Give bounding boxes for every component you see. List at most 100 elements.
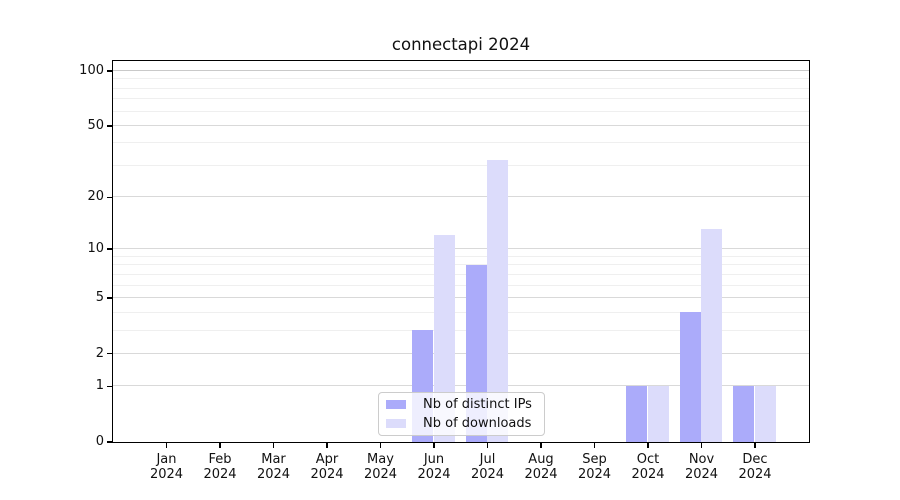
y-axis-tick <box>107 70 112 72</box>
x-axis-tick-label: Feb 2024 <box>188 452 252 482</box>
bar-downloads <box>487 160 509 442</box>
x-axis-tick-label: Jul 2024 <box>456 452 520 482</box>
legend-label: Nb of downloads <box>423 415 532 431</box>
gridline-minor <box>112 264 809 266</box>
y-axis-tick-label: 20 <box>87 189 104 205</box>
legend-label: Nb of distinct IPs <box>423 396 532 412</box>
x-tick-month: Aug <box>528 452 554 467</box>
x-tick-year: 2024 <box>149 467 184 482</box>
x-axis-tick <box>486 443 489 448</box>
y-axis-tick <box>107 125 112 127</box>
x-axis-tick <box>433 443 435 448</box>
x-tick-year: 2024 <box>310 467 344 482</box>
y-axis-tick <box>107 385 112 388</box>
x-tick-year: 2024 <box>738 467 772 482</box>
bar-distinct-ips <box>733 385 755 442</box>
y-axis-tick-label: 2 <box>95 345 104 361</box>
gridline-major <box>112 248 809 250</box>
gridline-major <box>112 352 809 354</box>
x-axis-tick <box>700 443 703 448</box>
x-axis-tick <box>593 443 596 448</box>
bar-downloads <box>701 229 723 442</box>
y-axis-tick-label: 5 <box>95 289 104 305</box>
x-axis-tick <box>219 443 221 448</box>
x-tick-year: 2024 <box>577 467 612 482</box>
x-tick-year: 2024 <box>684 467 719 482</box>
bar-downloads <box>433 235 455 442</box>
x-tick-month: Jan <box>156 452 177 467</box>
bar-downloads <box>647 385 669 442</box>
bar-distinct-ips <box>626 385 648 442</box>
plot-area <box>111 59 810 443</box>
gridline-minor <box>112 311 809 313</box>
bar-downloads <box>754 385 776 442</box>
legend-swatch <box>386 400 406 409</box>
gridline-minor <box>112 78 809 80</box>
gridline-minor <box>112 142 809 144</box>
gridline-major <box>112 124 809 126</box>
gridline-major <box>112 296 809 298</box>
x-axis-tick-label: Jan 2024 <box>135 452 199 482</box>
x-tick-month: Jun <box>423 452 445 467</box>
x-axis-tick <box>540 443 542 448</box>
x-tick-year: 2024 <box>203 467 237 482</box>
x-tick-year: 2024 <box>470 467 505 482</box>
y-axis-tick-label: 10 <box>87 241 104 257</box>
gridline-minor <box>112 284 809 286</box>
x-axis-tick <box>326 443 328 448</box>
x-axis-tick <box>379 443 382 448</box>
x-tick-month: Apr <box>315 452 339 467</box>
x-tick-year: 2024 <box>363 467 398 482</box>
x-tick-month: Feb <box>208 452 232 467</box>
chart-title: connectapi 2024 <box>391 35 531 54</box>
x-tick-month: May <box>367 452 394 467</box>
legend-entry: Nb of distinct IPs <box>386 397 538 413</box>
x-tick-year: 2024 <box>631 467 665 482</box>
x-axis-tick-label: Nov 2024 <box>670 452 734 482</box>
x-axis-tick-label: Dec 2024 <box>723 452 787 482</box>
y-axis-tick-label: 0 <box>95 434 104 449</box>
x-axis-tick-label: Apr 2024 <box>295 452 359 482</box>
gridline-minor <box>112 329 809 331</box>
bar-distinct-ips <box>679 312 701 442</box>
x-axis-tick-label: Oct 2024 <box>616 452 680 482</box>
legend: Nb of distinct IPs Nb of downloads <box>378 392 545 436</box>
y-axis-tick-label: 1 <box>95 378 104 394</box>
x-tick-year: 2024 <box>524 467 558 482</box>
gridline-major <box>112 70 809 71</box>
x-axis-tick-label: Jun 2024 <box>402 452 466 482</box>
x-tick-year: 2024 <box>417 467 451 482</box>
gridline-minor <box>112 255 809 257</box>
x-axis-tick <box>165 443 168 448</box>
x-tick-month: Sep <box>582 452 607 467</box>
legend-swatch <box>386 419 406 428</box>
x-axis-tick-label: Sep 2024 <box>563 452 627 482</box>
y-axis-tick <box>107 297 112 299</box>
x-tick-month: Nov <box>688 452 715 467</box>
gridline-minor <box>112 98 809 100</box>
x-axis-tick <box>647 443 649 448</box>
x-axis-tick-label: May 2024 <box>349 452 413 482</box>
x-axis-tick-label: Mar 2024 <box>242 452 306 482</box>
gridline-major <box>112 196 809 198</box>
x-tick-month: Mar <box>261 452 286 467</box>
y-axis-tick-label: 50 <box>87 117 104 133</box>
x-tick-year: 2024 <box>256 467 291 482</box>
x-axis-tick-label: Aug 2024 <box>509 452 573 482</box>
x-axis-tick <box>754 443 756 448</box>
y-axis-tick-label: 100 <box>79 63 104 78</box>
legend-entry: Nb of downloads <box>386 416 538 432</box>
y-axis-tick <box>107 196 112 198</box>
gridline-major <box>112 385 809 387</box>
y-axis-tick <box>107 248 112 250</box>
x-tick-month: Dec <box>742 452 768 467</box>
gridline-minor <box>112 273 809 275</box>
gridline-minor <box>112 87 809 89</box>
x-axis-tick <box>272 443 275 448</box>
gridline-minor <box>112 110 809 112</box>
y-axis-tick <box>107 441 112 443</box>
y-axis-tick <box>107 352 112 355</box>
x-tick-month: Oct <box>636 452 660 467</box>
x-tick-month: Jul <box>479 452 496 467</box>
